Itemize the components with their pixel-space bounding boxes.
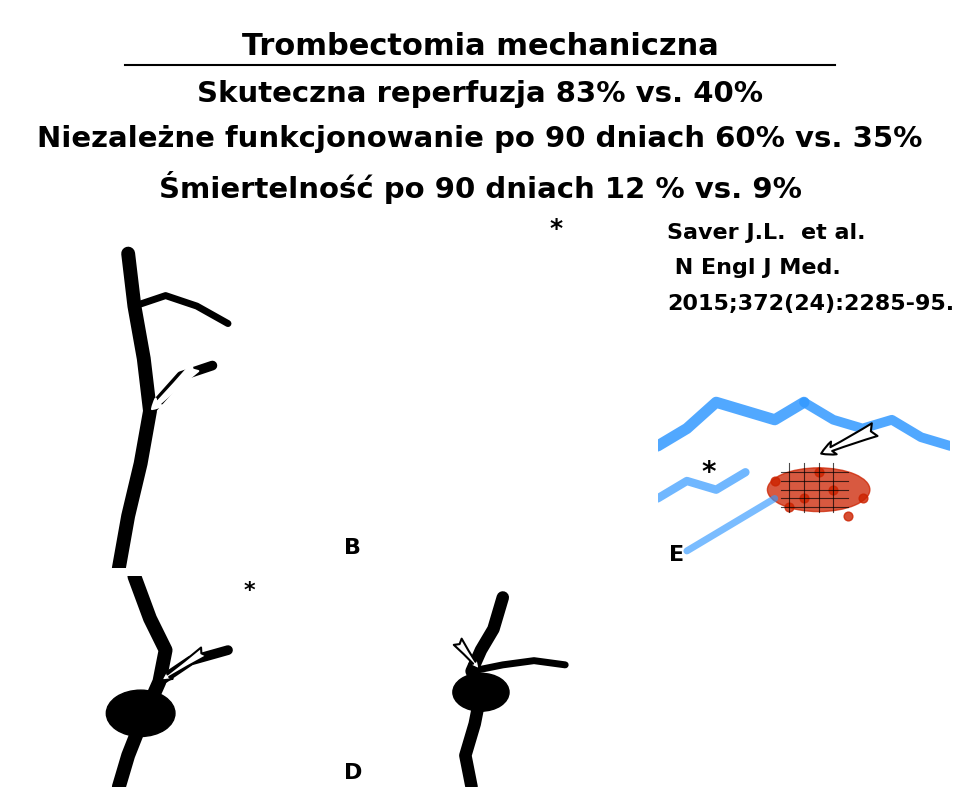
Text: Saver J.L.  et al.: Saver J.L. et al. bbox=[667, 223, 866, 242]
Point bbox=[840, 510, 855, 522]
Point bbox=[826, 483, 841, 496]
Text: D: D bbox=[344, 762, 362, 782]
Text: 2015;372(24):2285-95.: 2015;372(24):2285-95. bbox=[667, 294, 954, 314]
Text: N Engl J Med.: N Engl J Med. bbox=[667, 258, 841, 278]
Circle shape bbox=[107, 690, 175, 736]
Text: *: * bbox=[549, 217, 563, 241]
Point bbox=[854, 492, 870, 505]
Text: C: C bbox=[22, 762, 38, 782]
Point bbox=[811, 466, 827, 479]
Text: A: A bbox=[22, 538, 39, 558]
Text: *: * bbox=[244, 581, 255, 602]
Text: *: * bbox=[702, 459, 716, 487]
Text: Śmiertelność po 90 dniach 12 % vs. 9%: Śmiertelność po 90 dniach 12 % vs. 9% bbox=[158, 171, 802, 204]
Point bbox=[797, 492, 812, 505]
Text: E: E bbox=[669, 545, 684, 565]
Circle shape bbox=[466, 453, 516, 509]
Point bbox=[781, 501, 797, 514]
Text: B: B bbox=[344, 538, 361, 558]
Text: Skuteczna reperfuzja 83% vs. 40%: Skuteczna reperfuzja 83% vs. 40% bbox=[197, 80, 763, 107]
Circle shape bbox=[453, 673, 509, 712]
Point bbox=[767, 475, 782, 487]
Text: Trombectomia mechaniczna: Trombectomia mechaniczna bbox=[242, 32, 718, 60]
Text: Niezależne funkcjonowanie po 90 dniach 60% vs. 35%: Niezależne funkcjonowanie po 90 dniach 6… bbox=[37, 125, 923, 153]
Ellipse shape bbox=[767, 467, 870, 512]
